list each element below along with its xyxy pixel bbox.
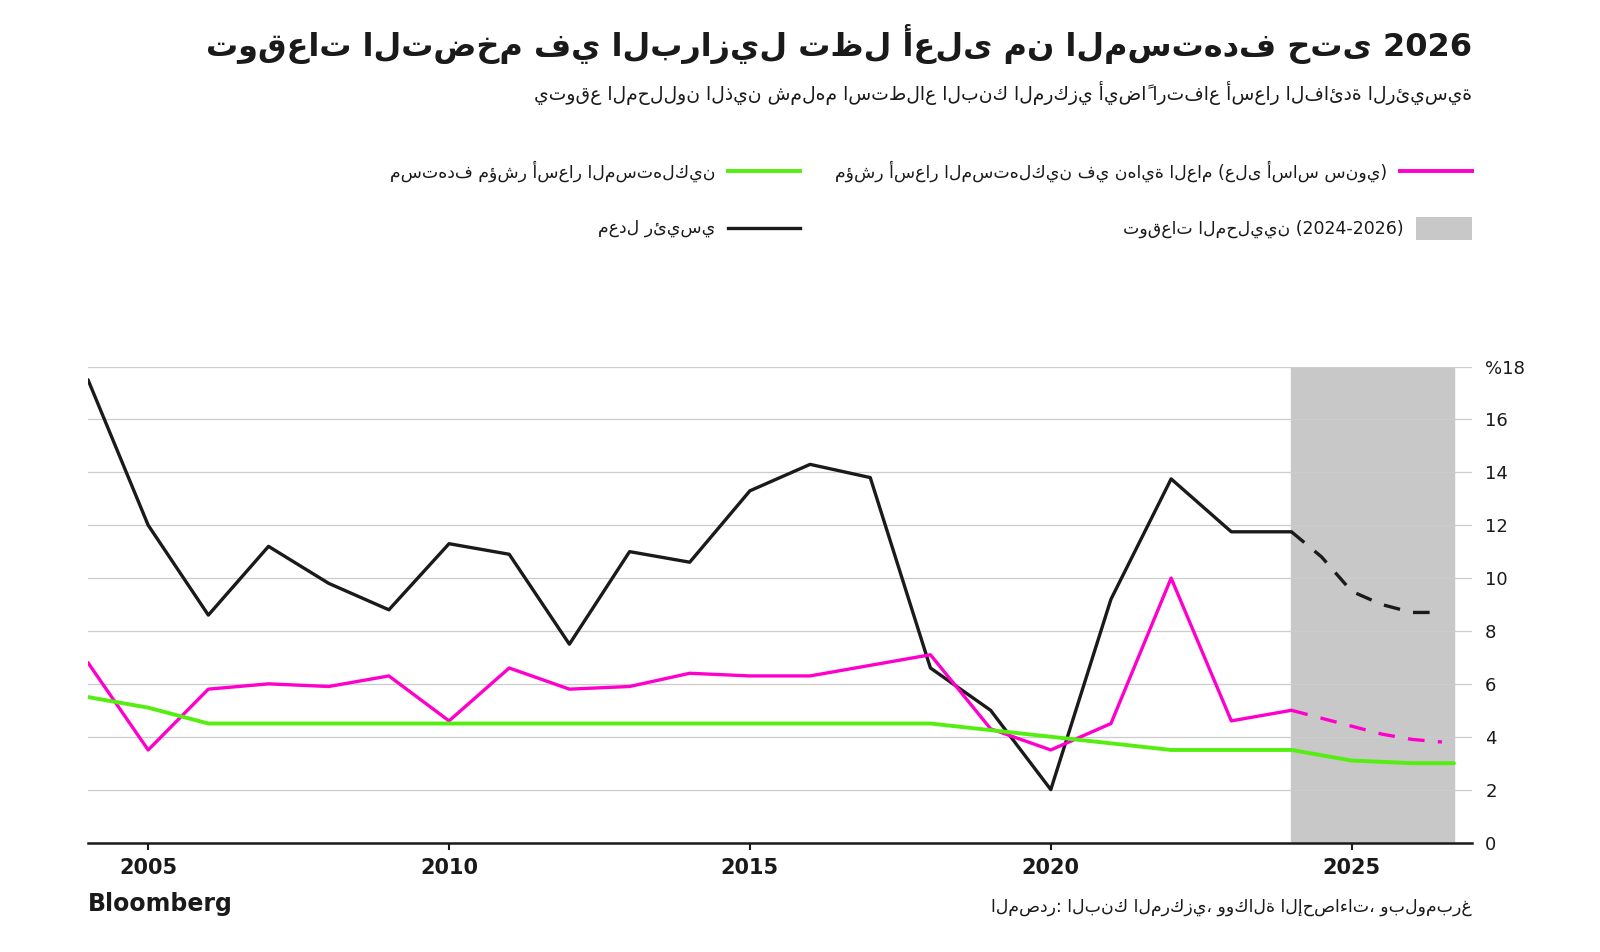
Text: مستهدف مؤشر أسعار المستهلكين: مستهدف مؤشر أسعار المستهلكين xyxy=(390,161,715,182)
Text: توقعات التضخم في البرازيل تظل أعلى من المستهدف حتى 2026: توقعات التضخم في البرازيل تظل أعلى من ال… xyxy=(206,24,1472,64)
Text: المصدر: البنك المركزي، ووكالة الإحصاءات، وبلومبرغ: المصدر: البنك المركزي، ووكالة الإحصاءات،… xyxy=(992,898,1472,916)
Text: توقعات المحليين (2024-2026): توقعات المحليين (2024-2026) xyxy=(1123,219,1403,238)
Text: يتوقع المحللون الذين شملهم استطلاع البنك المركزي أيضاً ارتفاع أسعار الفائدة الرئ: يتوقع المحللون الذين شملهم استطلاع البنك… xyxy=(534,81,1472,105)
Text: معدل رئيسي: معدل رئيسي xyxy=(598,220,715,237)
Bar xyxy=(1291,367,1454,843)
Text: Bloomberg: Bloomberg xyxy=(88,892,234,916)
Text: مؤشر أسعار المستهلكين في نهاية العام (على أساس سنوي): مؤشر أسعار المستهلكين في نهاية العام (عل… xyxy=(835,161,1387,182)
